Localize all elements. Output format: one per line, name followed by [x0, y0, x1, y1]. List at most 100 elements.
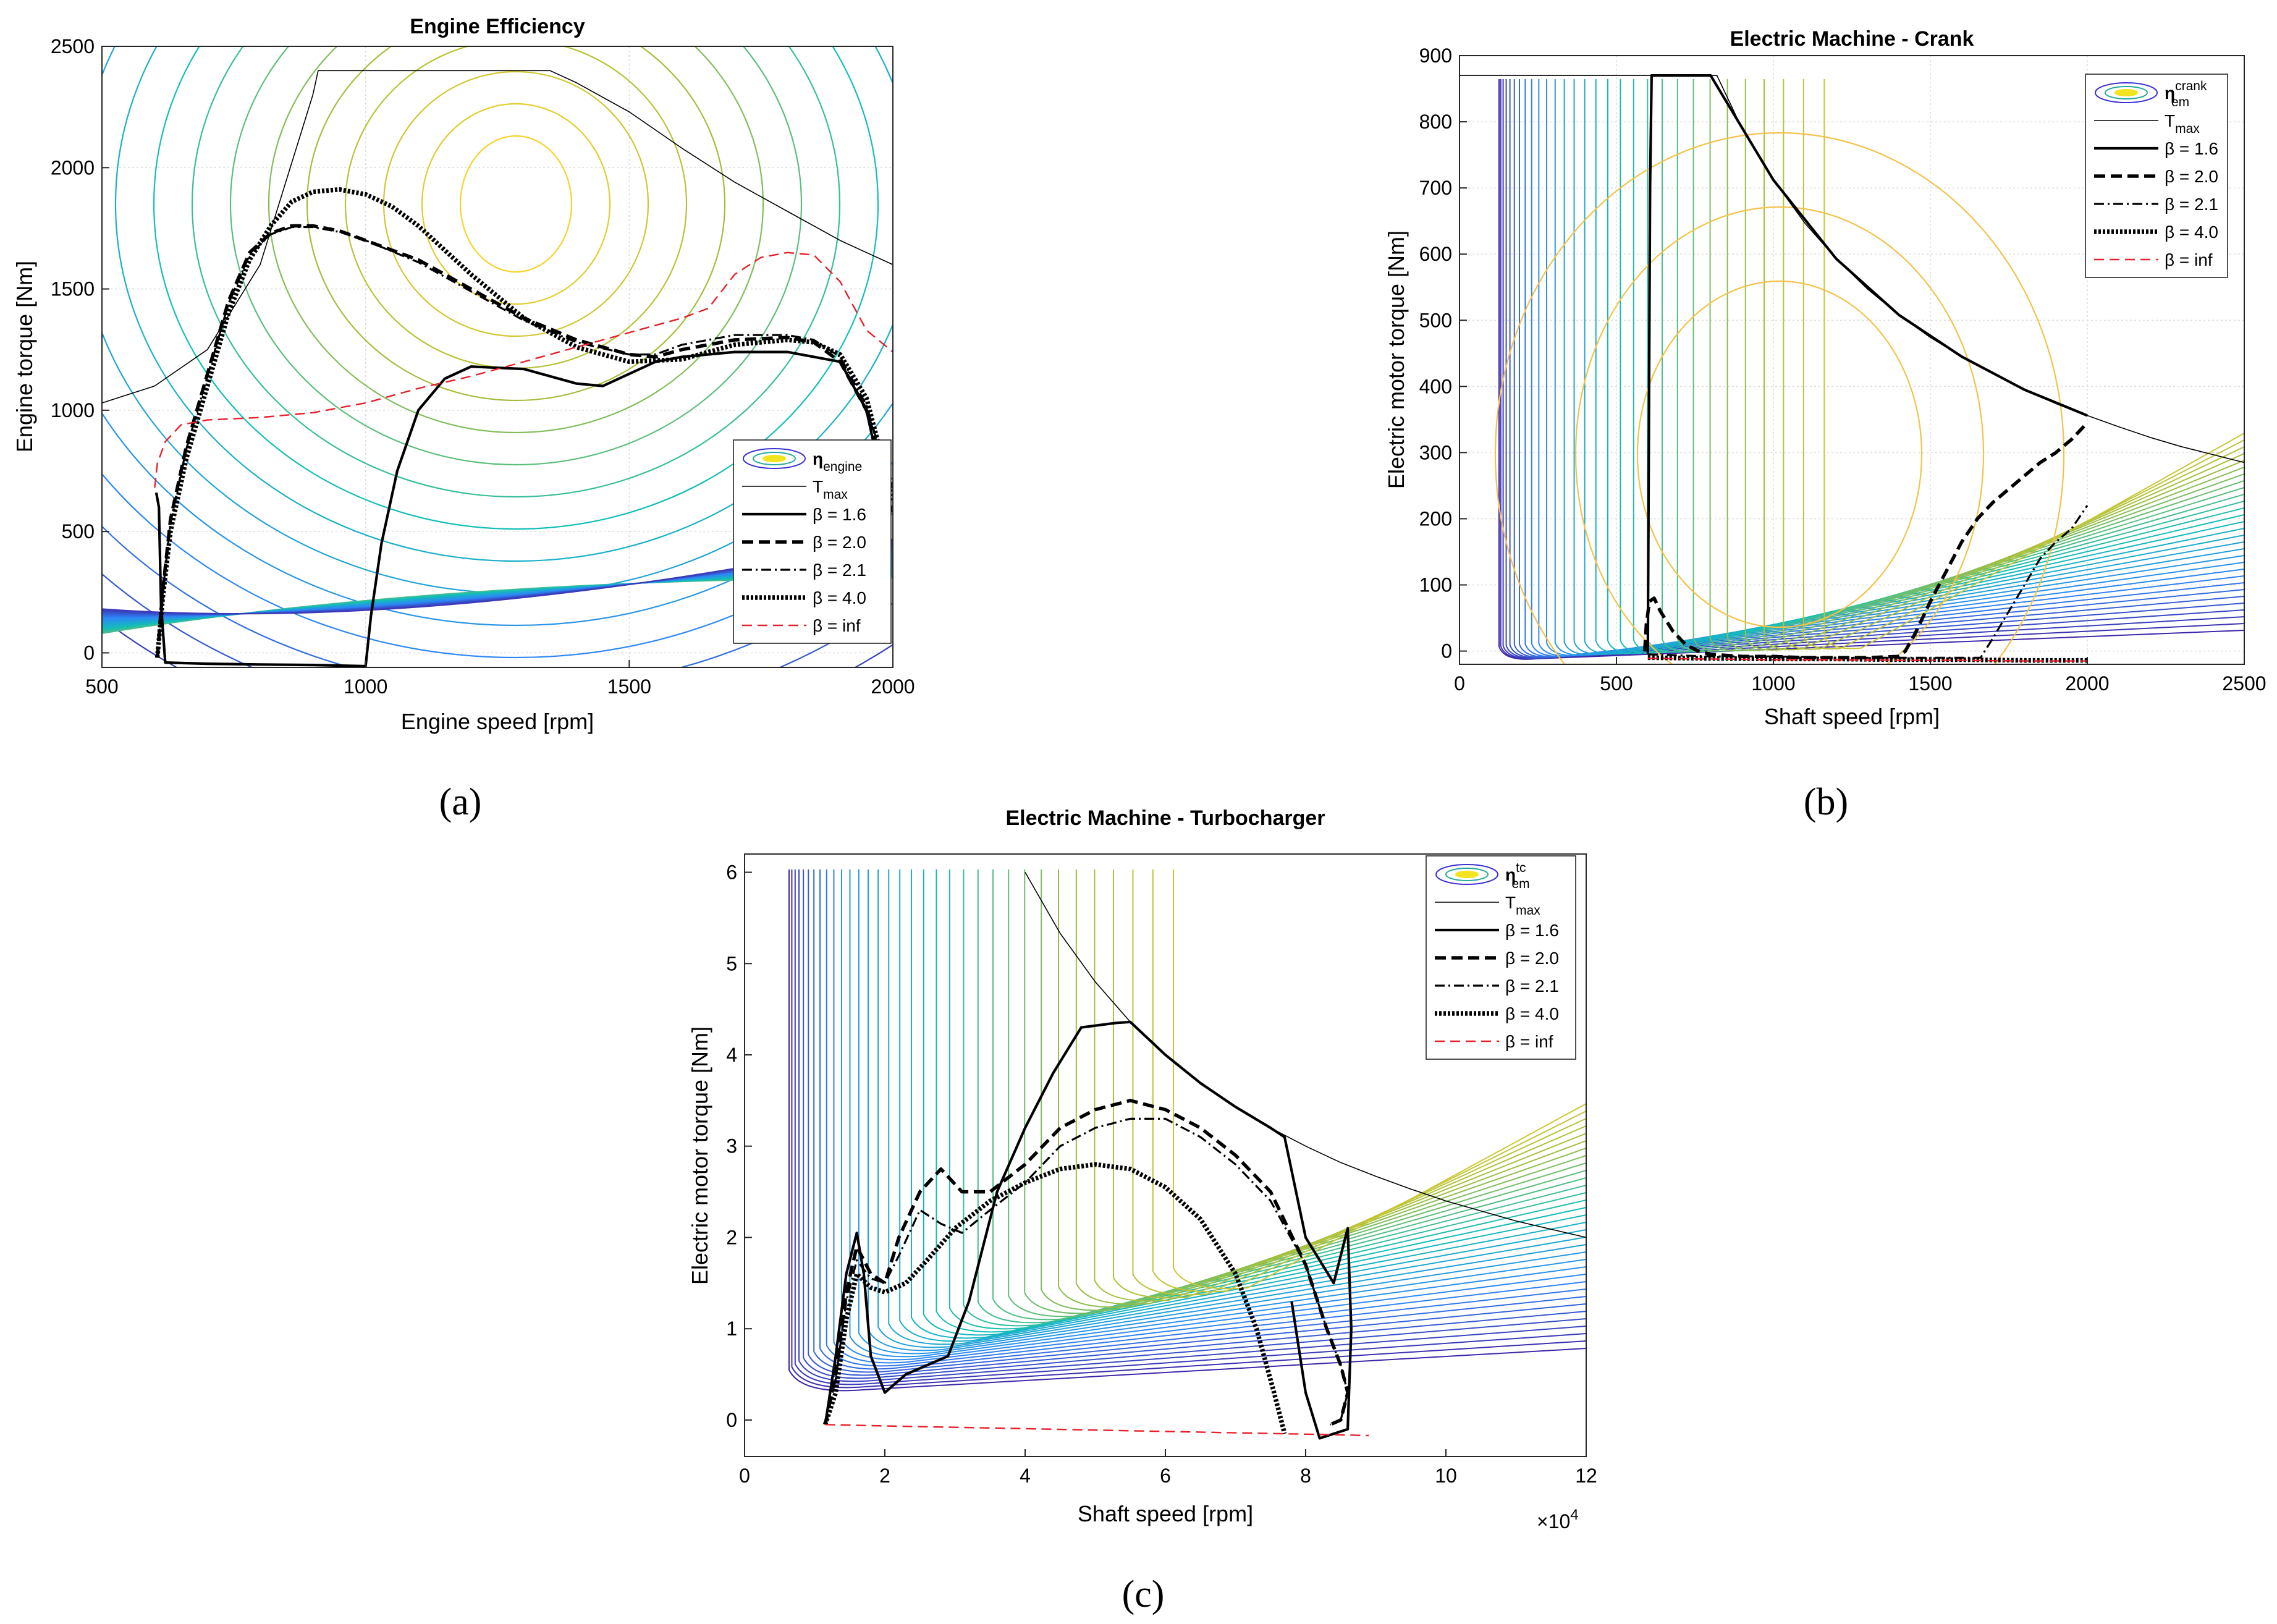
chart-b-legend-text-contour: η [2165, 83, 2175, 103]
chart-c-contour-28 [1075, 869, 1586, 1305]
chart-c-xtick-label-5: 10 [1435, 1465, 1457, 1487]
chart-c-legend-box [1426, 855, 1576, 1060]
chart-a-legend-label-b16: β = 1.6 [813, 505, 866, 524]
chart-c-legend-text-b20: β = 2.0 [1505, 949, 1559, 968]
chart-a-legend-text-b16: β = 1.6 [813, 505, 866, 524]
chart-c-contour-11 [849, 869, 1586, 1358]
chart-b-legend-sub-tmax: max [2175, 122, 2200, 136]
chart-c-contour-15 [888, 869, 1586, 1345]
chart-c-legend-label-b20: β = 2.0 [1505, 949, 1559, 968]
chart-c-legend-label-binf: β = inf [1505, 1032, 1553, 1051]
chart-a-contour-loop-7 [192, 46, 840, 497]
chart-c-title: Electric Machine - Turbocharger [1005, 806, 1325, 830]
chart-a-contour-loop-5 [268, 46, 764, 433]
chart-a-contour-loop-12 [102, 473, 893, 658]
chart-b-series-binf [1647, 658, 2087, 662]
chart-c-x-multiplier: ×104 [1537, 1507, 1579, 1533]
chart-a-ytick-label-3: 1500 [51, 278, 95, 300]
chart-c-legend-swatch-mid [1445, 868, 1489, 881]
chart-c-xtick-label-2: 4 [1020, 1465, 1031, 1487]
chart-c-contour-2 [794, 869, 1586, 1385]
chart-b-contour-loop-2 [1495, 132, 2064, 664]
chart-a-legend-text-tmax: T [813, 477, 823, 496]
chart-c-contour-10 [841, 869, 1586, 1361]
chart-c-ytick-label-3: 3 [726, 1135, 737, 1157]
chart-b-legend-label-b20: β = 2.0 [2165, 167, 2218, 186]
chart-a-ytick-label-2: 1000 [51, 399, 95, 421]
chart-b-ytick-label-5: 500 [1419, 309, 1452, 331]
chart-c-contour-7 [819, 869, 1586, 1370]
chart-c-legend-swatch-inner [1455, 871, 1479, 878]
chart-c-legend: ηtc em Tmax β = 1.6 β = 2.0 β = 2.1 β = 4.0 β =… [1426, 855, 1576, 1060]
chart-b-legend-label-b16: β = 1.6 [2165, 139, 2218, 158]
chart-b-legend-box [2085, 74, 2228, 278]
panel-label-a: (a) [439, 781, 482, 823]
chart-a-legend-label-tmax: Tmax [813, 477, 848, 502]
panel-label-b: (b) [1804, 781, 1848, 823]
chart-b-contour-26 [1764, 79, 2244, 651]
chart-c-xlabel: Shaft speed [rpm] [1078, 1501, 1253, 1526]
chart-c-legend-label-tmax: Tmax [1505, 893, 1540, 918]
chart-b-ylabel: Electric motor torque [Nm] [1384, 230, 1409, 489]
chart-c-xtick-label-1: 2 [879, 1465, 890, 1487]
chart-a-series [102, 70, 893, 667]
chart-a-ticks: 500 1000 1500 2000 0 500 1000 1500 2000 2500 [51, 35, 915, 698]
chart-c-contours [788, 869, 1586, 1392]
chart-c-contour-29 [1094, 869, 1586, 1302]
chart-a-legend-label-b20: β = 2.0 [813, 533, 866, 552]
chart-b-series [1460, 74, 2244, 663]
chart-a-contour-loop-6 [230, 46, 802, 465]
chart-c-legend-text-b21: β = 2.1 [1505, 976, 1559, 996]
chart-b-legend-label-b21: β = 2.1 [2165, 195, 2218, 214]
chart-c-contour-16 [899, 869, 1586, 1342]
chart-c-contour-31 [1132, 869, 1586, 1296]
chart-b-legend-label-b40: β = 4.0 [2165, 222, 2218, 242]
chart-a-xtick-label-2: 1500 [607, 675, 651, 698]
chart-c-contour-26 [1041, 869, 1586, 1311]
chart-a-ytick-label-5: 2500 [51, 35, 95, 57]
chart-c-xtick-label-6: 12 [1575, 1465, 1597, 1487]
chart-a-xtick-label-0: 500 [85, 675, 118, 698]
chart-b-xtick-label-3: 1500 [1908, 672, 1952, 695]
chart-b-legend-swatch-inner [2114, 89, 2138, 96]
chart-c-legend-text-binf: β = inf [1505, 1032, 1553, 1051]
chart-c-ytick-label-5: 5 [726, 952, 737, 975]
chart-c-contour-9 [833, 869, 1586, 1364]
chart-c-series-b40 [822, 1162, 1287, 1435]
chart-c-contour-23 [992, 869, 1586, 1321]
chart-b-legend-label-binf: β = inf [2165, 250, 2213, 269]
chart-c-series-binf [825, 1424, 1369, 1437]
chart-b-legend-swatch-mid [2105, 86, 2148, 99]
chart-a-legend-label-b21: β = 2.1 [813, 560, 866, 580]
chart-c-series [822, 872, 1586, 1440]
chart-b-legend-text-tmax: T [2165, 111, 2175, 130]
chart-b-ytick-label-3: 300 [1419, 441, 1452, 463]
chart-b-title: Electric Machine - Crank [1730, 27, 1974, 51]
chart-c-legend-sub-tmax: max [1516, 903, 1540, 918]
chart-c-ytick-label-0: 0 [726, 1409, 737, 1431]
chart-c-legend-label-b40: β = 4.0 [1505, 1004, 1559, 1023]
chart-a-contour-loop-9 [115, 46, 893, 562]
chart-a-ylabel: Engine torque [Nm] [12, 261, 37, 452]
chart-c-contour-30 [1113, 869, 1586, 1299]
chart-c-xtick-label-3: 6 [1160, 1465, 1171, 1487]
chart-c-contour-0 [788, 869, 1586, 1392]
chart-b-ytick-label-6: 600 [1419, 243, 1452, 265]
chart-c-contour-4 [803, 869, 1586, 1379]
chart-b-ytick-label-7: 700 [1419, 177, 1452, 199]
chart-c-contour-1 [791, 869, 1586, 1389]
chart-a-series-b16 [154, 350, 893, 667]
chart-b-ytick-label-9: 900 [1419, 44, 1452, 67]
chart-c-legend-text-b40: β = 4.0 [1505, 1004, 1559, 1023]
chart-c-ytick-label-4: 4 [726, 1044, 737, 1066]
chart-c-legend-label-b16: β = 1.6 [1505, 921, 1559, 940]
chart-c-legend-text-contour: η [1505, 865, 1516, 884]
chart-c-ytick-label-6: 6 [726, 861, 737, 884]
chart-b-frame [1459, 55, 2245, 665]
chart-b-legend-sup-contour: crank [2175, 79, 2207, 93]
chart-b-ticks: 0 500 1000 1500 2000 2500 0 100 200 300 400 500 600 7… [1419, 44, 2266, 695]
chart-c-series-b16 [824, 1020, 1353, 1440]
